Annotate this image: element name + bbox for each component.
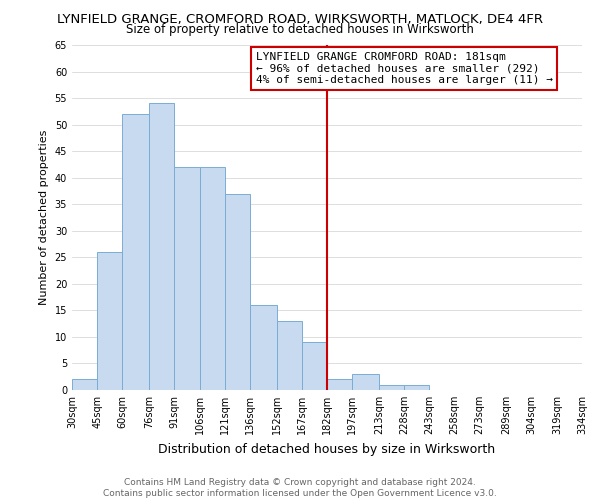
Bar [250, 305, 277, 390]
Text: LYNFIELD GRANGE CROMFORD ROAD: 181sqm
← 96% of detached houses are smaller (292): LYNFIELD GRANGE CROMFORD ROAD: 181sqm ← … [256, 52, 553, 85]
Bar [302, 342, 327, 390]
Bar [277, 321, 302, 390]
Text: Contains HM Land Registry data © Crown copyright and database right 2024.
Contai: Contains HM Land Registry data © Crown c… [103, 478, 497, 498]
Bar [404, 384, 430, 390]
Bar [97, 252, 122, 390]
Bar [149, 104, 175, 390]
Bar [122, 114, 149, 390]
X-axis label: Distribution of detached houses by size in Wirksworth: Distribution of detached houses by size … [158, 442, 496, 456]
Bar [352, 374, 379, 390]
Text: Size of property relative to detached houses in Wirksworth: Size of property relative to detached ho… [126, 22, 474, 36]
Bar [72, 380, 97, 390]
Bar [327, 380, 352, 390]
Y-axis label: Number of detached properties: Number of detached properties [39, 130, 49, 305]
Bar [379, 384, 404, 390]
Bar [224, 194, 250, 390]
Bar [199, 167, 224, 390]
Text: LYNFIELD GRANGE, CROMFORD ROAD, WIRKSWORTH, MATLOCK, DE4 4FR: LYNFIELD GRANGE, CROMFORD ROAD, WIRKSWOR… [57, 12, 543, 26]
Bar [175, 167, 199, 390]
